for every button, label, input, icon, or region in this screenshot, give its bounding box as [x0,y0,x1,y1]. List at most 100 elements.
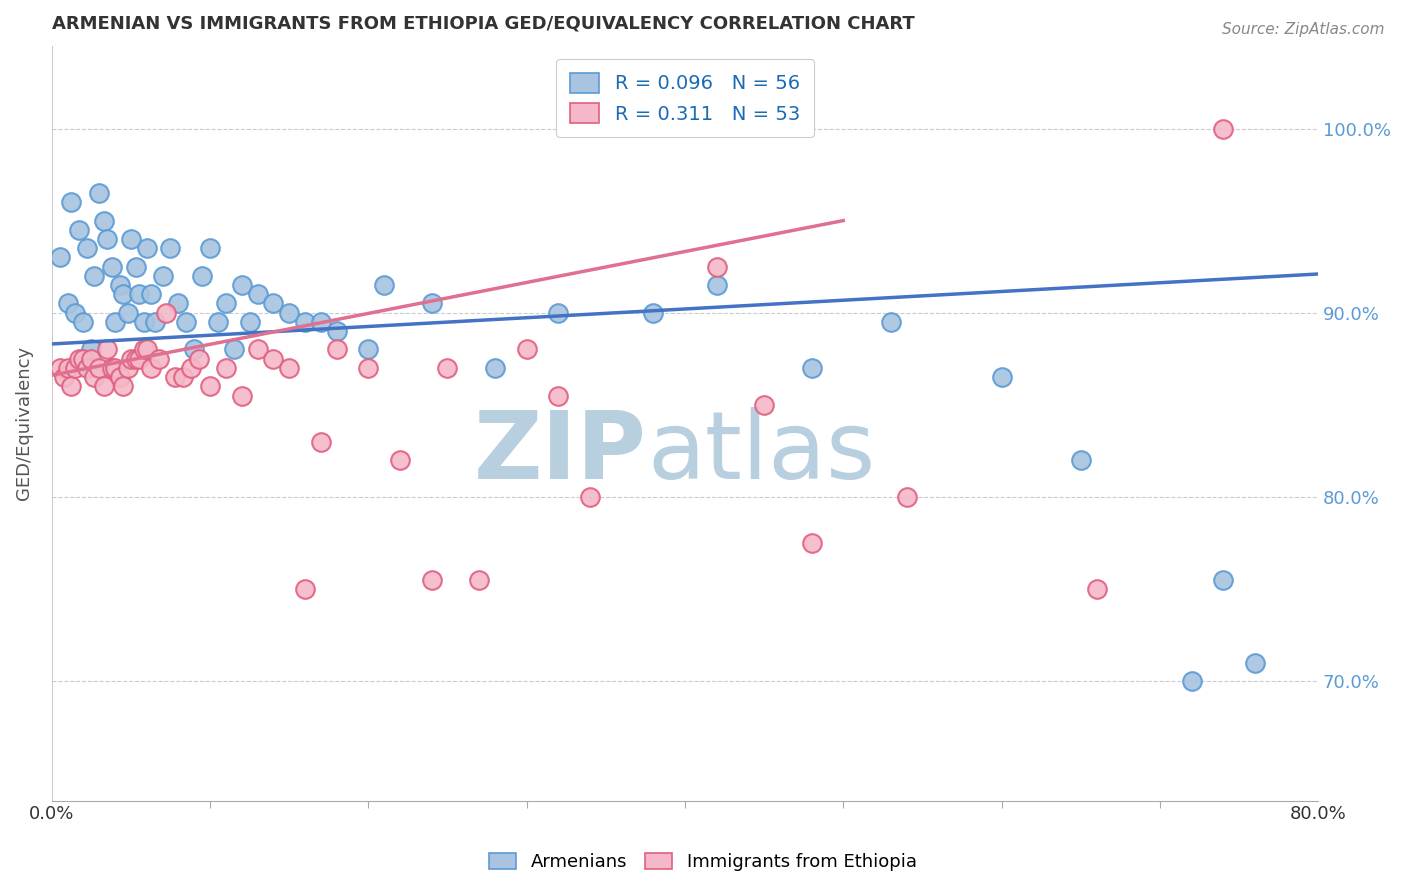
Point [89,360,111,375]
Point [278,306,301,320]
Point [357,343,380,357]
Point [148,351,170,366]
Point [108,278,131,293]
Point [72,315,94,329]
Point [93,213,115,227]
Point [120,351,142,366]
Point [111,379,134,393]
Point [246,343,269,357]
Point [101,260,124,274]
Point [124,351,146,366]
Point [1085,582,1108,596]
Point [80,351,103,366]
Point [176,315,198,329]
Point [56,296,79,310]
Point [48,360,70,375]
Point [135,241,157,255]
Point [104,360,127,375]
Y-axis label: GED/Equivalency: GED/Equivalency [15,346,32,500]
Point [76,360,98,375]
Point [436,360,458,375]
Point [643,306,665,320]
Point [80,343,103,357]
Point [278,360,301,375]
Point [72,351,94,366]
Point [167,296,190,310]
Point [65,360,87,375]
Point [128,351,150,366]
Point [800,360,823,375]
Point [484,360,506,375]
Point [141,287,163,301]
Point [207,315,229,329]
Text: atlas: atlas [647,408,875,500]
Point [579,490,602,504]
Point [188,351,211,366]
Point [83,268,105,283]
Point [83,370,105,384]
Point [67,223,90,237]
Point [117,306,139,320]
Text: Source: ZipAtlas.com: Source: ZipAtlas.com [1222,22,1385,37]
Point [1212,121,1234,136]
Point [239,315,262,329]
Point [420,573,443,587]
Point [135,343,157,357]
Point [231,278,253,293]
Point [56,360,79,375]
Point [104,315,127,329]
Point [222,343,245,357]
Point [547,388,569,402]
Point [76,241,98,255]
Point [53,370,76,384]
Point [325,343,347,357]
Point [59,379,82,393]
Point [373,278,395,293]
Point [89,186,111,200]
Point [198,379,221,393]
Point [93,379,115,393]
Point [108,370,131,384]
Point [128,287,150,301]
Point [1180,673,1202,688]
Point [124,260,146,274]
Text: ZIP: ZIP [474,408,647,500]
Point [231,388,253,402]
Point [309,315,332,329]
Point [141,360,163,375]
Point [172,370,194,384]
Point [65,306,87,320]
Point [120,232,142,246]
Point [117,360,139,375]
Point [96,232,118,246]
Point [183,343,205,357]
Point [165,370,187,384]
Point [468,573,491,587]
Point [159,241,181,255]
Point [101,360,124,375]
Point [180,360,202,375]
Point [246,287,269,301]
Point [1212,573,1234,587]
Point [388,453,411,467]
Point [215,296,238,310]
Point [309,434,332,449]
Point [1243,656,1265,670]
Point [294,315,316,329]
Point [96,343,118,357]
Point [67,351,90,366]
Point [547,306,569,320]
Legend: R = 0.096   N = 56, R = 0.311   N = 53: R = 0.096 N = 56, R = 0.311 N = 53 [557,59,814,137]
Point [800,536,823,550]
Point [132,315,155,329]
Point [155,306,177,320]
Point [262,351,284,366]
Point [420,296,443,310]
Point [198,241,221,255]
Text: ARMENIAN VS IMMIGRANTS FROM ETHIOPIA GED/EQUIVALENCY CORRELATION CHART: ARMENIAN VS IMMIGRANTS FROM ETHIOPIA GED… [52,15,914,33]
Point [706,278,728,293]
Point [880,315,903,329]
Point [990,370,1012,384]
Point [325,324,347,338]
Point [706,260,728,274]
